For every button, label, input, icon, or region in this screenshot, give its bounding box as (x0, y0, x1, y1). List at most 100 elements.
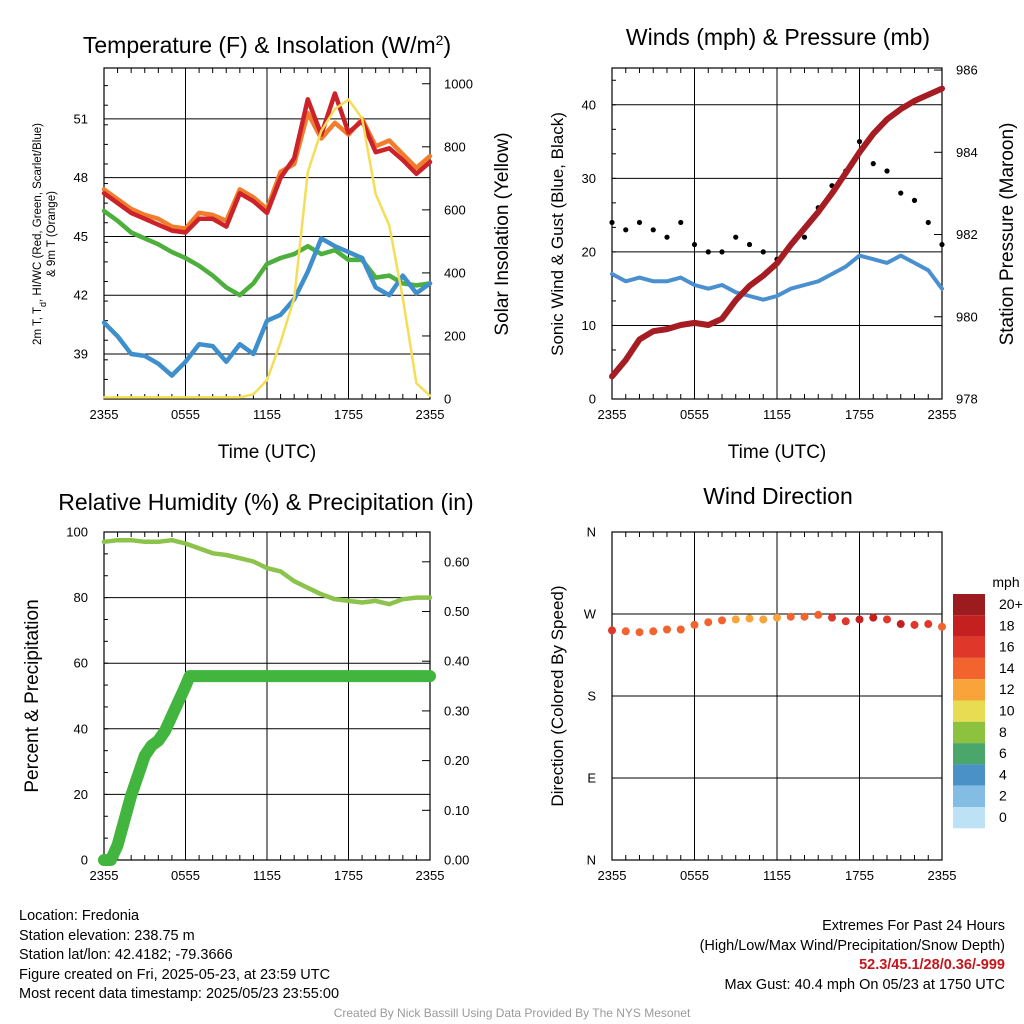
colorbar-label: 0 (999, 809, 1007, 825)
gust-point (856, 138, 863, 145)
colorbar-swatch (953, 679, 985, 701)
colorbar-label: 16 (999, 639, 1015, 655)
colorbar-swatch (953, 700, 985, 722)
y-tick-label: 100 (66, 525, 88, 540)
y-tick-label: S (587, 689, 596, 704)
y-tick-label: 40 (582, 97, 596, 112)
wind-chart: 2355 0555 1155 1755 2355 Winds (mph) & Pressu… (548, 24, 1018, 463)
direction-point (663, 625, 671, 634)
x-tick-label: 1755 (845, 868, 874, 883)
y-axis-label: Percent & Precipitation (22, 599, 43, 792)
temp-series-line (102, 98, 432, 399)
gust-point (623, 227, 629, 233)
direction-point (855, 615, 864, 624)
dir-chart: 2355 0555 1155 1755 2355 Wind Direction N E S W N D… (548, 483, 1023, 883)
gust-point (760, 249, 766, 255)
colorbar-swatch (953, 615, 985, 637)
gust-point (678, 219, 684, 226)
x-tick-label: 1155 (253, 407, 281, 422)
y2-tick-label: 984 (956, 145, 978, 160)
y2-tick-label: 0.30 (444, 703, 469, 718)
direction-point (745, 614, 754, 623)
y-label-part: 2m T, T (32, 307, 44, 345)
y-tick-label: E (587, 771, 596, 786)
gust-point (746, 241, 753, 248)
x-tick-label: 0555 (171, 868, 200, 883)
gust-point (898, 190, 904, 196)
gust-point (691, 241, 698, 248)
speed-colorbar: mph 20+ 18 16 14 12 10 8 6 4 2 0 (953, 574, 1023, 829)
colorbar-label: 12 (999, 681, 1015, 697)
colorbar-label: 4 (999, 766, 1007, 782)
x-tick-label: 2355 (90, 868, 119, 883)
recent-data-text: Most recent data timestamp: 2025/05/23 2… (19, 986, 340, 1002)
chart-title: Winds (mph) & Pressure (mb) (626, 24, 930, 50)
y-tick-label: 42 (74, 288, 88, 303)
y-tick-label: 39 (74, 346, 88, 361)
direction-point (731, 615, 740, 624)
x-tick-label: 1155 (763, 407, 791, 422)
x-tick-label: 0555 (680, 868, 709, 883)
y-tick-label: 45 (74, 229, 88, 244)
y-label-subscript: d (38, 302, 48, 307)
y2-tick-label: 400 (444, 265, 466, 280)
gust-point (705, 249, 711, 255)
y-tick-label: N (587, 853, 596, 868)
x-tick-label: 0555 (680, 407, 709, 422)
direction-point (759, 615, 768, 624)
gust-point (939, 241, 945, 248)
y-tick-label: 40 (74, 721, 88, 736)
y2-tick-label: 200 (444, 328, 466, 343)
max-gust-text: Max Gust: 40.4 mph On 05/23 at 1750 UTC (724, 976, 1005, 993)
x-tick-label: 2355 (416, 407, 445, 422)
colorbar-swatch (953, 743, 985, 765)
colorbar-swatch (953, 785, 985, 807)
x-axis-label: Time (UTC) (218, 442, 317, 463)
direction-point (828, 613, 836, 622)
station-info: Location: Fredonia Station elevation: 23… (19, 907, 339, 1005)
direction-point (718, 616, 726, 625)
plot-frame (103, 67, 431, 400)
colorbar-swatch (953, 636, 985, 658)
gust-point (609, 219, 615, 226)
credit-text: Created By Nick Bassill Using Data Provi… (333, 1006, 691, 1020)
y-tick-label: 60 (74, 656, 88, 671)
direction-point (608, 626, 616, 635)
colorbar-swatch (953, 807, 985, 829)
created-text: Figure created on Fri, 2025-05-23, at 23… (19, 966, 331, 983)
extremes-subheading: (High/Low/Max Wind/Precipitation/Snow De… (699, 937, 1005, 954)
y2-tick-label: 1000 (444, 76, 473, 91)
gust-point (650, 227, 656, 233)
direction-point (773, 613, 781, 622)
gust-point (801, 234, 808, 240)
colorbar-swatch (953, 764, 985, 786)
y-tick-label: 30 (582, 171, 596, 186)
direction-point (841, 617, 850, 626)
elevation-text: Station elevation: 238.75 m (19, 927, 195, 944)
temp-chart: 2355 0555 1155 1755 2355 Temperature (F) & In… (32, 32, 513, 463)
direction-point (924, 620, 933, 629)
y2-tick-label: 978 (956, 392, 978, 407)
y-axis-label: Direction (Colored By Speed) (548, 585, 567, 806)
direction-point (896, 620, 905, 629)
y2-tick-label: 0.40 (444, 654, 469, 669)
y2-tick-label: 980 (956, 309, 978, 324)
colorbar-swatch (953, 657, 985, 680)
x-tick-label: 2355 (416, 868, 445, 883)
gust-point (870, 161, 876, 167)
y-axis-label: 2m T, Td, HI/WC (Red, Green, Scarlet/Blu… (32, 123, 48, 345)
wind-line (610, 253, 944, 302)
y-axis-label-line2: & 9m T (Orange) (46, 191, 58, 277)
gust-point (719, 249, 725, 255)
x-tick-label: 2355 (928, 407, 957, 422)
temp-series-line (101, 208, 433, 298)
x-tick-label: 2355 (928, 868, 957, 883)
rh-line (101, 537, 433, 607)
gust-point (925, 219, 931, 226)
x-tick-label: 1755 (334, 868, 363, 883)
colorbar-swatch (953, 594, 985, 616)
chart-title: Temperature (F) & Insolation (W/m2) (83, 32, 451, 58)
extremes-heading: Extremes For Past 24 Hours (822, 918, 1005, 934)
x-tick-label: 2355 (598, 407, 627, 422)
